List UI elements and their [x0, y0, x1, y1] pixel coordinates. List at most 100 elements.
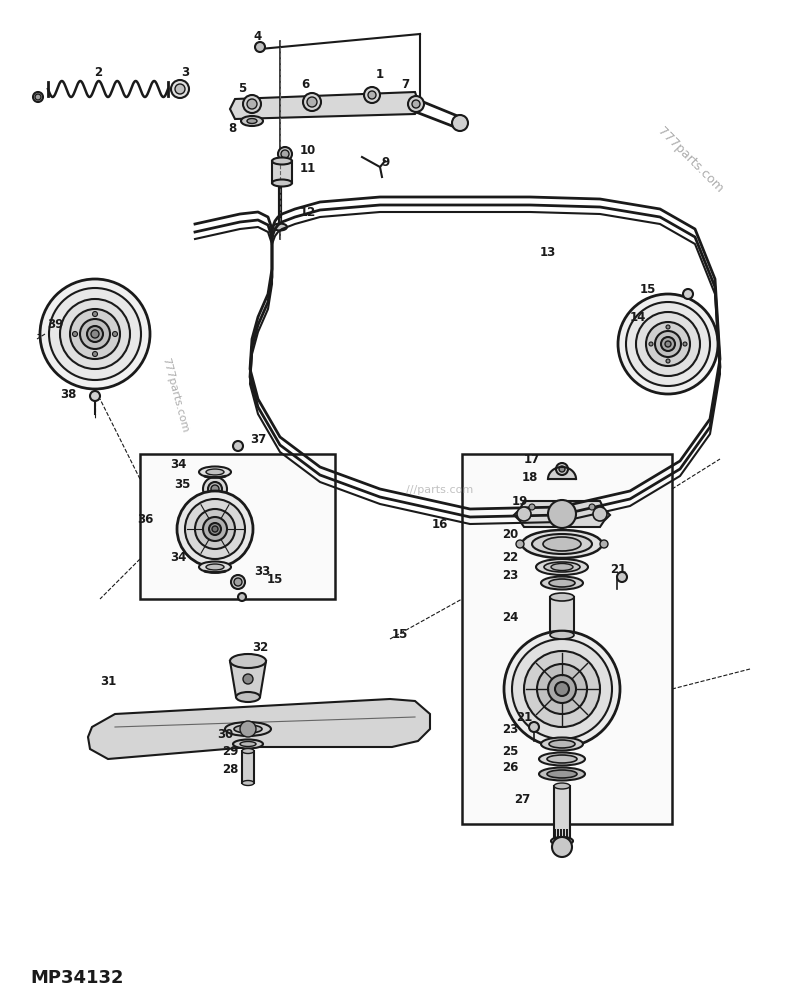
Circle shape [537, 664, 587, 714]
Circle shape [175, 85, 185, 95]
Ellipse shape [541, 738, 583, 751]
Text: 11: 11 [300, 161, 316, 175]
Text: 5: 5 [238, 81, 246, 94]
Circle shape [548, 675, 576, 703]
Circle shape [234, 579, 242, 587]
Text: 37: 37 [250, 433, 266, 446]
Text: 21: 21 [610, 563, 626, 576]
Circle shape [177, 491, 253, 568]
Polygon shape [230, 93, 420, 120]
Text: 15: 15 [640, 283, 656, 296]
Text: 14: 14 [630, 311, 646, 324]
Bar [550, 598, 574, 635]
Circle shape [87, 327, 103, 343]
Circle shape [559, 466, 565, 472]
Text: 15: 15 [392, 628, 408, 641]
Circle shape [255, 43, 265, 53]
Circle shape [665, 342, 671, 348]
Circle shape [233, 441, 243, 451]
Circle shape [171, 81, 189, 99]
Ellipse shape [551, 838, 573, 846]
Ellipse shape [549, 740, 575, 748]
Circle shape [529, 722, 539, 732]
Circle shape [90, 391, 100, 401]
Ellipse shape [240, 742, 256, 747]
Bar [140, 454, 335, 600]
Circle shape [240, 721, 256, 737]
Ellipse shape [247, 119, 257, 124]
Circle shape [661, 338, 675, 352]
Ellipse shape [206, 565, 224, 571]
Text: ///parts.com: ///parts.com [406, 484, 474, 494]
Circle shape [368, 92, 376, 100]
Circle shape [666, 326, 670, 330]
Circle shape [40, 280, 150, 389]
Circle shape [93, 352, 98, 357]
Text: 18: 18 [522, 471, 538, 484]
Circle shape [529, 505, 535, 511]
Circle shape [512, 639, 612, 739]
Text: 26: 26 [502, 760, 518, 773]
Circle shape [243, 674, 253, 684]
Circle shape [281, 150, 289, 158]
Text: 2: 2 [94, 65, 102, 78]
Bar [272, 161, 292, 184]
Text: 16: 16 [432, 518, 448, 531]
Ellipse shape [544, 563, 580, 573]
Text: 7: 7 [401, 78, 409, 91]
Circle shape [683, 343, 687, 347]
Ellipse shape [550, 631, 574, 639]
Ellipse shape [241, 117, 263, 126]
Text: 3: 3 [181, 65, 189, 78]
Ellipse shape [522, 531, 602, 559]
Circle shape [548, 500, 576, 529]
Circle shape [307, 98, 317, 108]
Ellipse shape [547, 755, 577, 763]
Circle shape [555, 682, 569, 696]
Circle shape [212, 527, 218, 533]
Text: 777parts.com: 777parts.com [160, 356, 190, 433]
Text: 6: 6 [301, 78, 309, 91]
Text: 23: 23 [502, 723, 518, 736]
Text: 13: 13 [540, 246, 556, 258]
Ellipse shape [554, 783, 570, 789]
Text: 15: 15 [267, 573, 283, 586]
Circle shape [517, 508, 531, 522]
Ellipse shape [273, 225, 287, 232]
Text: 17: 17 [524, 453, 540, 466]
Ellipse shape [242, 780, 254, 785]
Text: 31: 31 [100, 675, 116, 688]
Ellipse shape [233, 740, 263, 749]
Polygon shape [230, 661, 266, 697]
Bar [554, 786, 570, 842]
Ellipse shape [234, 725, 262, 733]
Circle shape [49, 289, 141, 380]
Text: 35: 35 [174, 478, 190, 491]
Text: 29: 29 [222, 745, 238, 757]
Circle shape [552, 838, 572, 858]
Circle shape [278, 147, 292, 161]
Text: 23: 23 [502, 569, 518, 582]
Text: 21: 21 [516, 711, 532, 724]
Ellipse shape [236, 692, 260, 702]
Ellipse shape [539, 752, 585, 765]
Text: 8: 8 [228, 121, 236, 134]
Circle shape [589, 505, 595, 511]
Text: 33: 33 [254, 565, 270, 578]
Text: MP34132: MP34132 [30, 968, 123, 986]
Ellipse shape [543, 538, 581, 552]
Circle shape [93, 312, 98, 317]
Ellipse shape [547, 770, 577, 778]
Circle shape [636, 313, 700, 376]
Circle shape [33, 93, 43, 103]
Ellipse shape [206, 469, 224, 475]
Circle shape [73, 332, 78, 337]
Ellipse shape [536, 560, 588, 576]
Circle shape [203, 477, 227, 502]
Circle shape [646, 323, 690, 367]
Ellipse shape [541, 577, 583, 590]
Text: 32: 32 [252, 641, 268, 654]
Ellipse shape [532, 535, 592, 555]
Ellipse shape [551, 564, 573, 571]
Circle shape [683, 290, 693, 300]
